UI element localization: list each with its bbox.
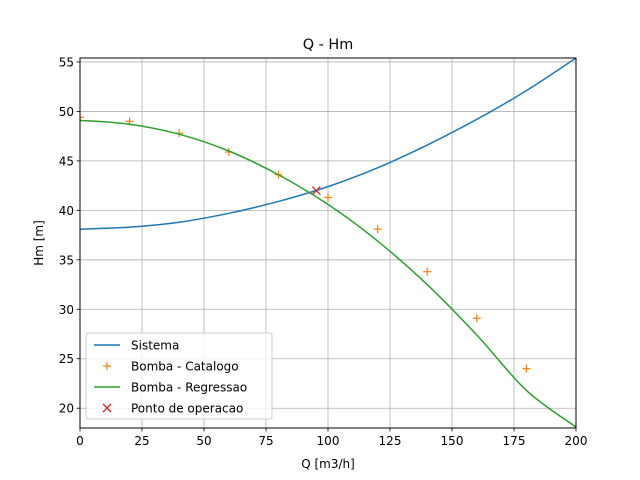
point-bomba-catalogo: [522, 364, 531, 373]
x-tick-label: 0: [76, 434, 84, 448]
y-tick-label: 40: [59, 204, 74, 218]
series-line-sistema: [80, 58, 576, 230]
chart-title: Q - Hm: [303, 37, 354, 53]
point-bomba-catalogo: [472, 314, 481, 323]
point-bomba-catalogo: [324, 193, 332, 202]
legend-label-sistema: Sistema: [131, 339, 179, 353]
x-axis-title: Q [m3/h]: [301, 457, 355, 471]
legend-label-bomba-catalogo: Bomba - Catalogo: [131, 360, 239, 374]
y-tick-label: 45: [59, 154, 74, 168]
y-tick-label: 35: [59, 253, 74, 267]
x-tick-label: 100: [317, 434, 340, 448]
x-tick-label: 50: [196, 434, 211, 448]
y-tick-label: 25: [59, 352, 74, 366]
point-bomba-catalogo: [373, 225, 382, 234]
x-d2: [102, 403, 112, 413]
x-tick-label: 150: [441, 434, 464, 448]
point-bomba-catalogo: [80, 113, 84, 122]
point-bomba-catalogo: [423, 267, 432, 276]
y-tick-label: 50: [59, 105, 74, 119]
point-ponto-de-operacao: [311, 186, 321, 196]
series-line-bomba-regressao: [80, 119, 576, 428]
axis-ticks: 0 25 50 75 100 125 150 175 200 20 25 30 35 40 45 50 55: [59, 55, 588, 448]
y-tick-label: 20: [59, 402, 74, 416]
legend-box: [85, 332, 273, 420]
legend-label-bomba-regressao: Bomba - Regressao: [131, 381, 247, 395]
legend-swatch-bomba-catalogo: [103, 362, 111, 370]
x-tick-label: 175: [503, 434, 526, 448]
legend: Sistema Bomba - Catalogo Bomba - Regressao…: [85, 332, 273, 420]
x-d2: [311, 186, 321, 196]
x-tick-label: 200: [565, 434, 588, 448]
legend-swatch-ponto-de-operacao: [102, 403, 112, 413]
y-axis-title: Hm [m]: [32, 220, 46, 266]
y-tick-label: 30: [59, 303, 74, 317]
x-tick-label: 75: [258, 434, 273, 448]
legend-label-ponto-de-operacao: Ponto de operacao: [131, 402, 243, 416]
x-tick-label: 25: [134, 434, 149, 448]
y-tick-label: 55: [59, 55, 74, 69]
x-tick-label: 125: [379, 434, 402, 448]
series-layer: [80, 58, 576, 428]
